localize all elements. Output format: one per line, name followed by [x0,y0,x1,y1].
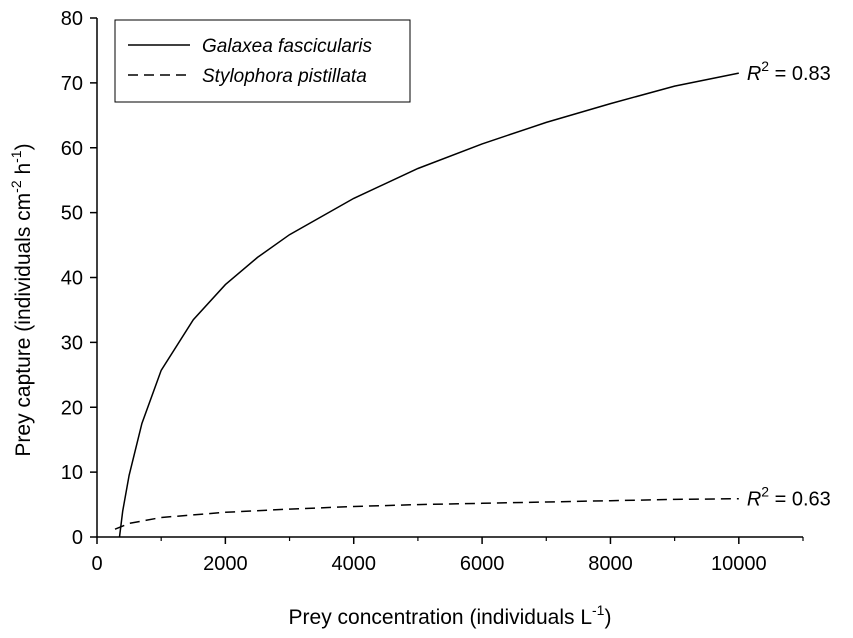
legend-label-stylophora: Stylophora pistillata [202,66,367,87]
x-tick-label: 8000 [588,553,633,575]
series-line-stylophora [114,497,739,530]
r-squared-annotation: R2 = 0.83 [747,58,831,85]
y-tick-label: 70 [61,73,83,95]
plot-area: 0 2000 4000 6000 8000 10000 0 10 20 30 40 50 60 70 80… [61,8,831,575]
series-layer [114,72,739,538]
y-tick-label: 10 [61,462,83,484]
x-axis-title: Prey concentration (individuals L-1) [289,602,612,629]
x-tick-label: 2000 [203,553,248,575]
y-tick-label: 50 [61,203,83,225]
x-tick-label: 0 [91,553,102,575]
legend-label-galaxea: Galaxea fascicularis [202,36,373,57]
y-tick-label: 80 [61,8,83,30]
legend: Galaxea fascicularis Stylophora pistilla… [114,19,411,103]
y-axis-title: Prey capture (individuals cm-2 h-1) [8,143,35,456]
y-tick-label: 0 [72,527,83,549]
r-squared-annotation: R2 = 0.63 [747,484,831,511]
legend-box [114,19,411,103]
y-tick-label: 40 [61,268,83,290]
series-line-galaxea [118,72,739,538]
y-tick-label: 60 [61,138,83,160]
y-axis-ticks: 0 10 20 30 40 50 60 70 80 [61,8,97,549]
y-tick-label: 20 [61,397,83,419]
y-tick-label: 30 [61,332,83,354]
x-axis-ticks: 0 2000 4000 6000 8000 10000 [91,537,804,575]
x-tick-label: 10000 [711,553,767,575]
x-tick-label: 6000 [460,553,505,575]
x-tick-label: 4000 [331,553,376,575]
annotation-layer: R2 = 0.83 R2 = 0.63 [747,58,831,511]
